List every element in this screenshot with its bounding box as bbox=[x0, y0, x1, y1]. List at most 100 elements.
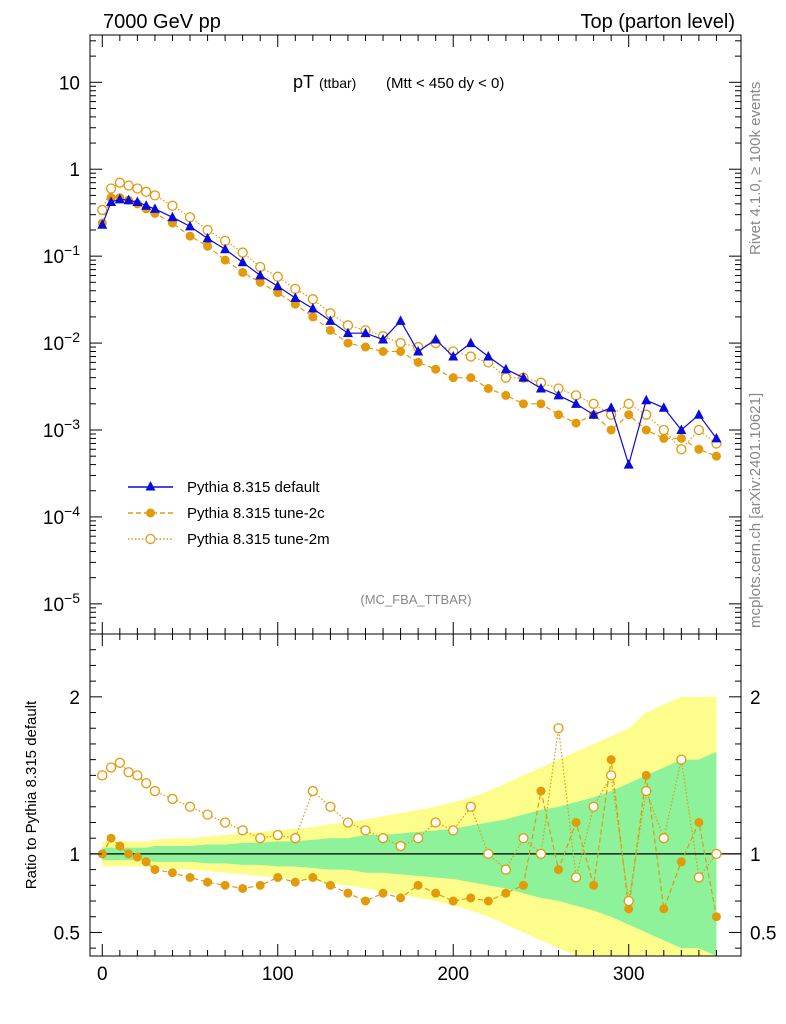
ratio-point-tune-2c bbox=[606, 755, 616, 765]
ratio-point-tune-2c bbox=[676, 857, 686, 867]
ratio-point-tune-2m bbox=[342, 817, 354, 828]
data-point-tune-2m bbox=[105, 183, 117, 194]
ratio-point-tune-2m bbox=[255, 833, 266, 844]
data-point-tune-2c bbox=[518, 399, 528, 409]
series-line bbox=[101, 197, 717, 457]
data-point-tune-2c bbox=[448, 373, 458, 383]
ratio-point-tune-2c bbox=[308, 872, 318, 882]
ratio-point-tune-2m bbox=[693, 872, 705, 883]
ratio-point-tune-2c bbox=[132, 852, 142, 862]
ratio-point-tune-2m bbox=[518, 833, 529, 844]
ratio-point-tune-2c bbox=[203, 877, 213, 887]
ratio-point-tune-2m bbox=[430, 817, 441, 828]
ratio-y-tick-label-right: 1 bbox=[750, 845, 761, 866]
y-tick-label: 10−5 bbox=[43, 590, 80, 616]
data-point-tune-2c bbox=[659, 433, 669, 443]
ratio-frame bbox=[89, 633, 742, 957]
data-point-tune-2c bbox=[273, 288, 283, 298]
ratio-y-tick-label: 1 bbox=[69, 845, 80, 866]
ratio-point-tune-2c bbox=[220, 880, 230, 890]
data-point-default bbox=[658, 402, 669, 412]
analysis-label: (MC_FBA_TTBAR) bbox=[360, 592, 471, 607]
side-text-rivet: Rivet 4.1.0, ≥ 100k events bbox=[747, 82, 764, 255]
ratio-point-tune-2m bbox=[325, 801, 336, 812]
ratio-marks bbox=[90, 696, 741, 956]
x-tick-label: 300 bbox=[613, 964, 645, 985]
ratio-point-tune-2m bbox=[500, 864, 512, 875]
data-point-tune-2m bbox=[395, 337, 406, 349]
data-point-default bbox=[167, 211, 178, 222]
ratio-point-tune-2m bbox=[588, 801, 599, 812]
data-point-default bbox=[325, 315, 336, 325]
data-point-default bbox=[97, 219, 108, 229]
ratio-point-tune-2m bbox=[641, 785, 652, 797]
data-point-default bbox=[202, 232, 213, 243]
data-point-default bbox=[123, 194, 134, 205]
ratio-point-tune-2c bbox=[150, 865, 160, 875]
ratio-point-tune-2m bbox=[658, 833, 669, 844]
ratio-point-tune-2m bbox=[570, 872, 582, 883]
ratio-point-tune-2m bbox=[623, 895, 634, 907]
ratio-y-label: Ratio to Pythia 8.315 default bbox=[23, 700, 40, 889]
data-point-tune-2m bbox=[623, 398, 634, 409]
ratio-point-tune-2m bbox=[360, 825, 371, 836]
data-point-tune-2m bbox=[167, 200, 178, 211]
y-tick-label: 1 bbox=[69, 160, 80, 181]
legend-label-tune-2c: Pythia 8.315 tune-2c bbox=[187, 505, 325, 522]
data-point-default bbox=[500, 363, 511, 374]
side-text-mcplots: mcplots.cern.ch [arXiv:2401.10621] bbox=[747, 393, 764, 628]
ratio-point-tune-2m bbox=[202, 809, 213, 820]
data-point-tune-2c bbox=[431, 364, 441, 374]
data-point-default bbox=[141, 200, 152, 210]
ratio-point-tune-2c bbox=[641, 770, 651, 780]
legend-label-default: Pythia 8.315 default bbox=[187, 479, 320, 496]
data-point-default bbox=[571, 398, 582, 408]
plot-title-cut: (Mtt < 450 dy < 0) bbox=[386, 75, 504, 92]
data-point-default bbox=[342, 327, 353, 338]
ratio-point-tune-2m bbox=[483, 848, 494, 860]
data-point-tune-2m bbox=[290, 283, 301, 295]
data-point-tune-2c bbox=[185, 231, 195, 241]
data-point-tune-2c bbox=[466, 373, 476, 383]
series-line bbox=[101, 182, 717, 451]
ratio-point-tune-2c bbox=[711, 912, 721, 922]
ratio-point-tune-2m bbox=[465, 801, 476, 812]
ratio-point-tune-2m bbox=[606, 770, 617, 781]
data-point-default bbox=[518, 372, 529, 382]
data-point-default bbox=[185, 220, 196, 231]
ratio-point-tune-2c bbox=[624, 904, 634, 914]
data-point-default bbox=[483, 351, 494, 361]
ratio-y-tick-label: 0.5 bbox=[54, 923, 80, 944]
ratio-point-tune-2c bbox=[554, 865, 564, 875]
data-point-tune-2m bbox=[123, 180, 134, 191]
data-point-default bbox=[360, 327, 371, 338]
ratio-point-tune-2c bbox=[518, 880, 528, 890]
data-point-default bbox=[676, 424, 687, 435]
ratio-point-tune-2c bbox=[501, 888, 511, 898]
data-point-tune-2m bbox=[588, 398, 599, 409]
ratio-point-tune-2m bbox=[141, 778, 152, 789]
ratio-point-tune-2c bbox=[106, 833, 116, 843]
data-point-default bbox=[413, 345, 424, 356]
main-panel: 10 1 10−1 10−2 10−3 10−4 10−5 pT (ttbar) (Mtt … bbox=[43, 34, 742, 635]
ratio-point-tune-2m bbox=[272, 829, 283, 841]
ratio-point-tune-2c bbox=[167, 868, 177, 878]
ratio-point-tune-2m bbox=[132, 770, 143, 781]
legend: Pythia 8.315 default Pythia 8.315 tune-2… bbox=[128, 479, 330, 548]
ratio-point-tune-2c bbox=[589, 880, 599, 890]
data-point-default bbox=[307, 302, 318, 313]
ratio-point-tune-2c bbox=[378, 888, 388, 898]
data-point-tune-2c bbox=[536, 399, 546, 409]
header-left: 7000 GeV pp bbox=[103, 11, 221, 33]
ratio-point-tune-2m bbox=[219, 817, 231, 828]
data-point-tune-2c bbox=[308, 312, 318, 322]
ratio-point-tune-2m bbox=[237, 825, 248, 836]
ratio-point-tune-2m bbox=[123, 767, 134, 778]
main-marks bbox=[97, 177, 722, 469]
legend-marker-tune-2c bbox=[146, 508, 155, 518]
data-point-tune-2c bbox=[396, 346, 406, 356]
data-point-default bbox=[641, 394, 652, 405]
ratio-point-tune-2c bbox=[448, 896, 458, 906]
ratio-y-tick-label-right: 0.5 bbox=[750, 923, 776, 944]
data-point-tune-2c bbox=[554, 410, 564, 420]
